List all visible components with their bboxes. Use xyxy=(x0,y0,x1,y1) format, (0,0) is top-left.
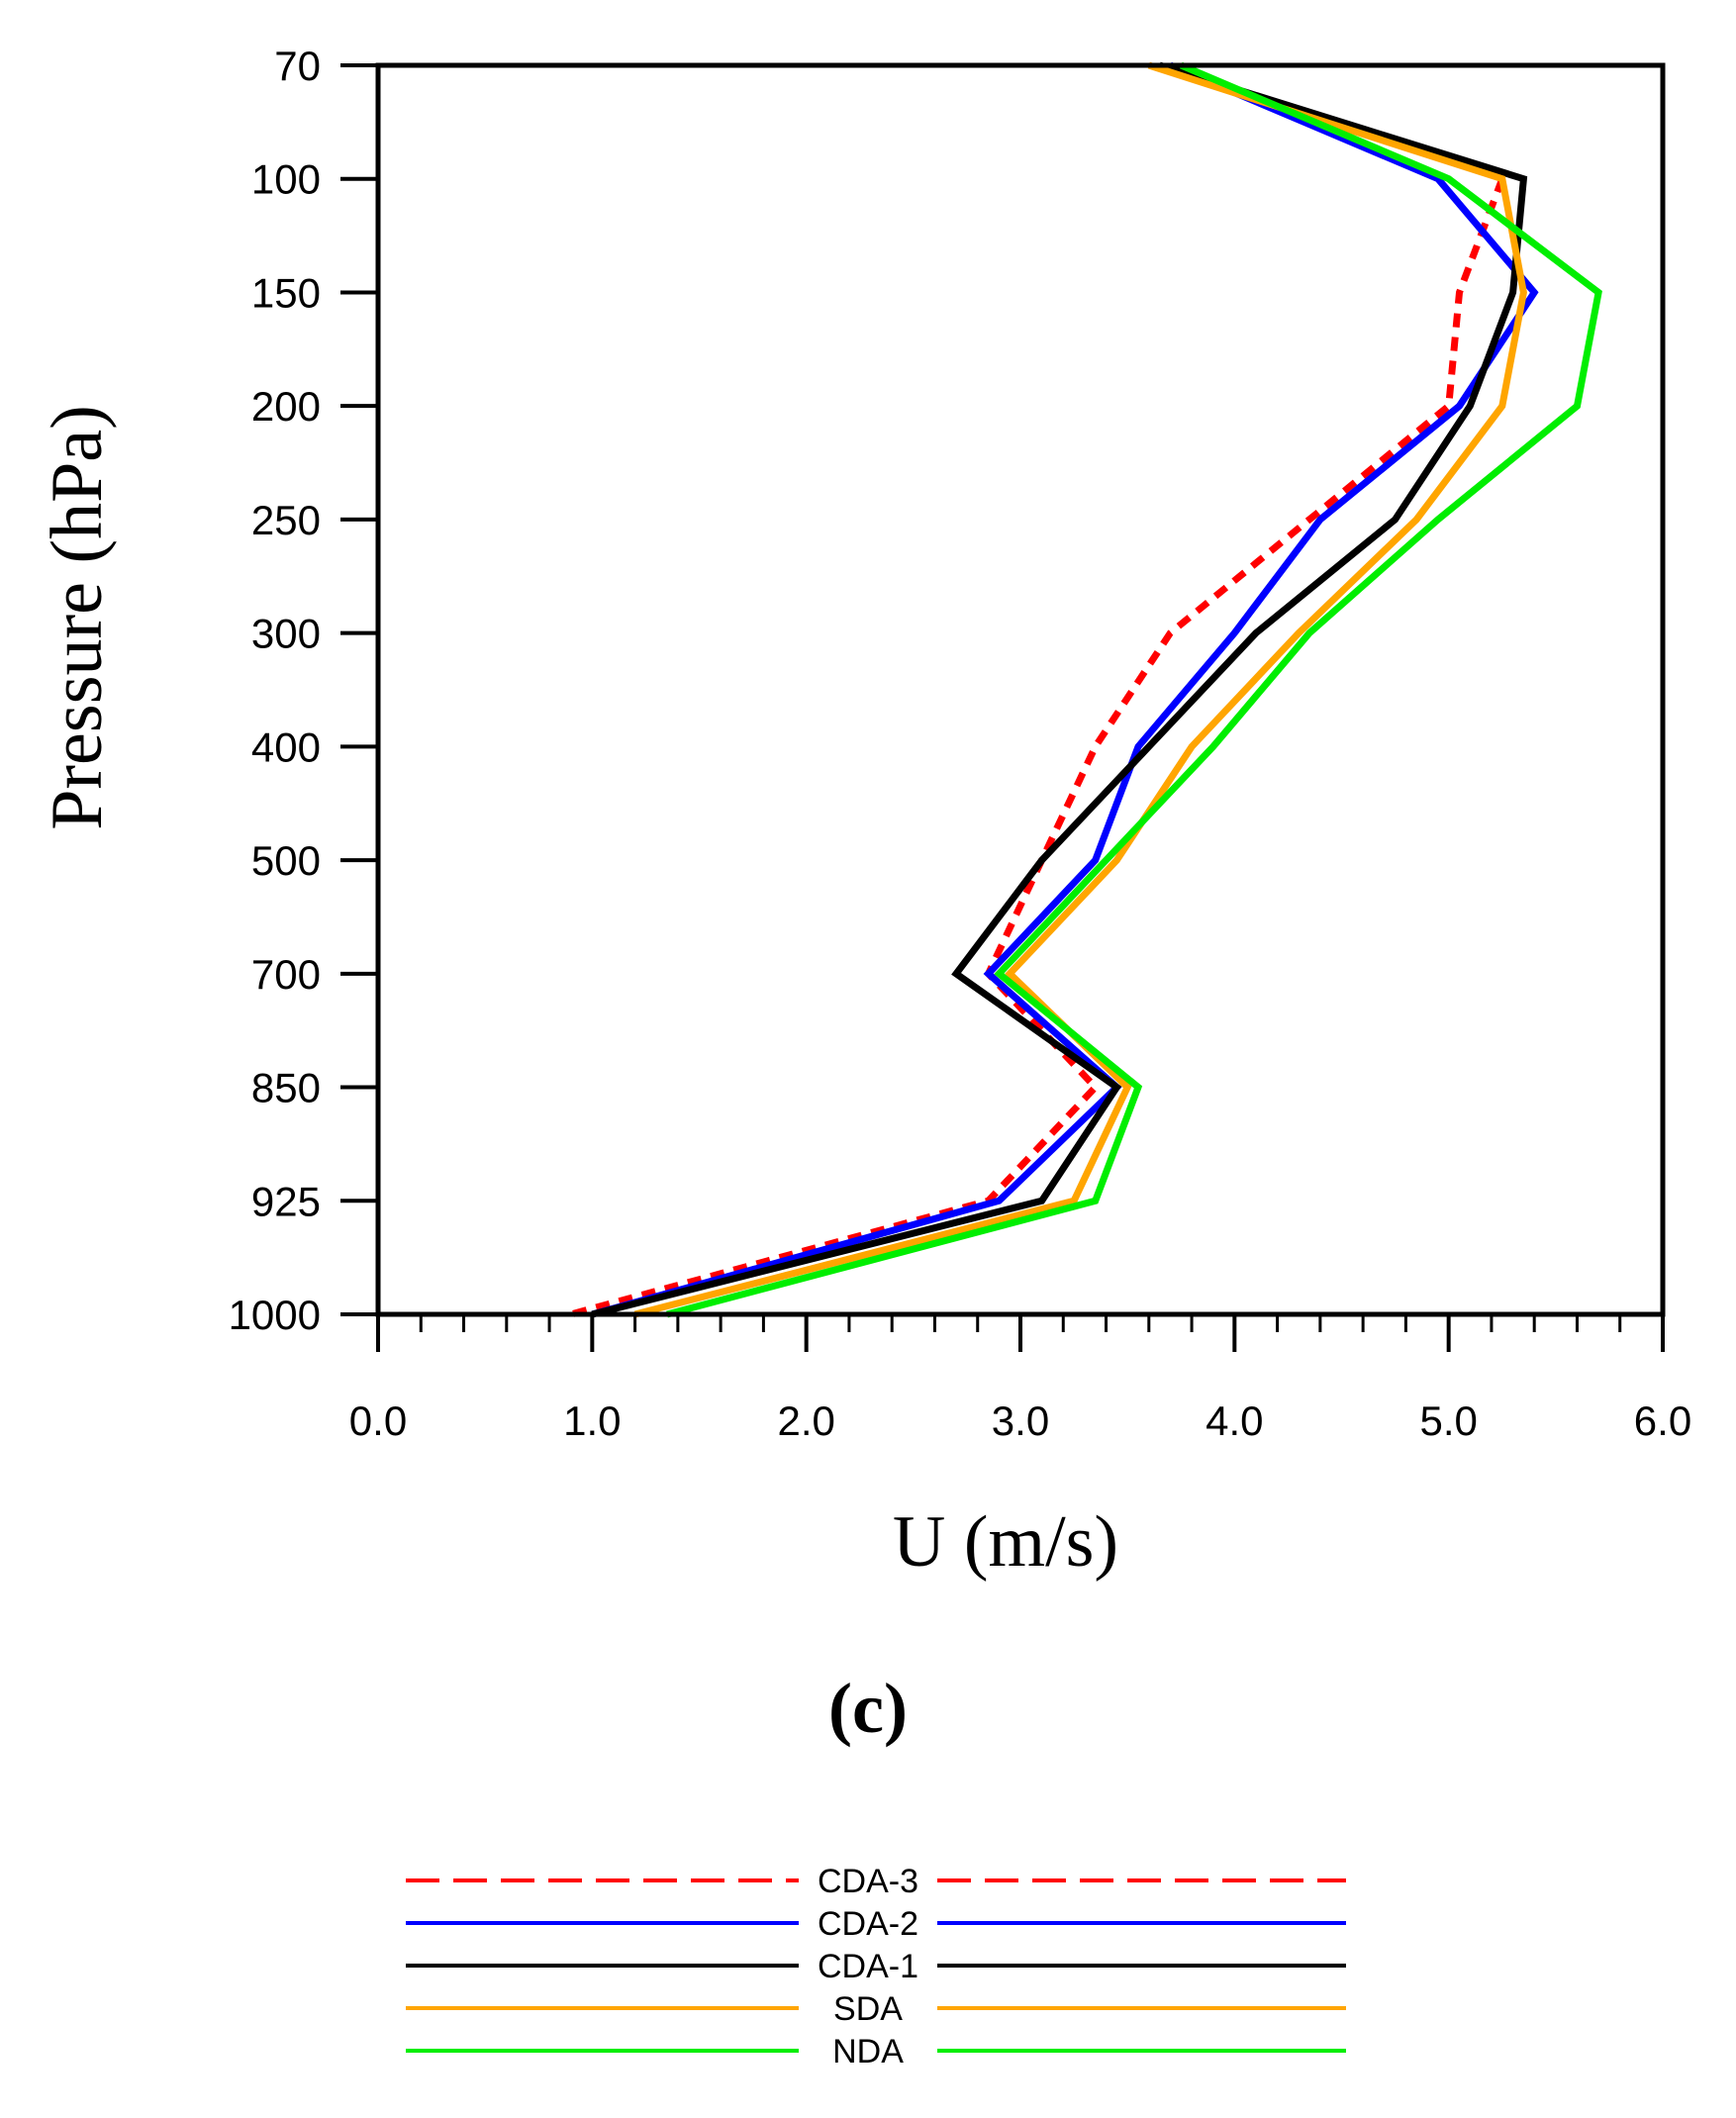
legend-label: CDA-2 xyxy=(818,1905,918,1943)
legend-label: SDA xyxy=(833,1990,903,2028)
x-axis: 0.0 1.0 2.0 3.0 4.0 5.0 6.0 xyxy=(349,1314,1691,1444)
legend-label: NDA xyxy=(832,2033,904,2070)
series-line-cda-3 xyxy=(569,177,1506,1318)
series-layer xyxy=(569,61,1602,1318)
x-axis-title: U (m/s) xyxy=(893,1501,1118,1583)
y-tick-label: 150 xyxy=(251,269,321,316)
x-tick-label: 2.0 xyxy=(777,1397,834,1444)
series-line-cda-2 xyxy=(591,61,1539,1318)
y-tick-label: 300 xyxy=(251,611,321,657)
series-line-sda xyxy=(633,61,1527,1318)
y-tick-label: 500 xyxy=(251,837,321,884)
legend: CDA-3 CDA-2 CDA-1 SDA NDA xyxy=(406,1863,1346,2070)
y-tick-label: 70 xyxy=(274,43,321,89)
y-tick-label: 925 xyxy=(251,1178,321,1224)
y-tick-label: 700 xyxy=(251,951,321,998)
y-tick-label: 200 xyxy=(251,383,321,430)
legend-label: CDA-1 xyxy=(818,1948,918,1985)
y-tick-label: 400 xyxy=(251,723,321,770)
x-tick-label: 3.0 xyxy=(992,1397,1049,1444)
y-tick-label: 850 xyxy=(251,1065,321,1111)
x-tick-label: 5.0 xyxy=(1419,1397,1477,1444)
x-tick-label: 0.0 xyxy=(349,1397,407,1444)
panel-label: (c) xyxy=(828,1669,908,1748)
legend-label: CDA-3 xyxy=(818,1863,918,1900)
series-line-nda xyxy=(666,61,1602,1318)
y-axis: 70 100 150 200 250 300 400 500 700 850 925 1000 xyxy=(229,43,378,1338)
y-tick-label: 1000 xyxy=(229,1292,321,1338)
series-line-cda-1 xyxy=(591,61,1528,1318)
x-tick-label: 6.0 xyxy=(1634,1397,1691,1444)
y-axis-title: Pressure (hPa) xyxy=(37,405,118,830)
plot-frame xyxy=(375,62,1666,1317)
x-tick-label: 1.0 xyxy=(563,1397,621,1444)
y-tick-label: 250 xyxy=(251,497,321,543)
y-tick-label: 100 xyxy=(251,156,321,203)
x-tick-label: 4.0 xyxy=(1206,1397,1263,1444)
